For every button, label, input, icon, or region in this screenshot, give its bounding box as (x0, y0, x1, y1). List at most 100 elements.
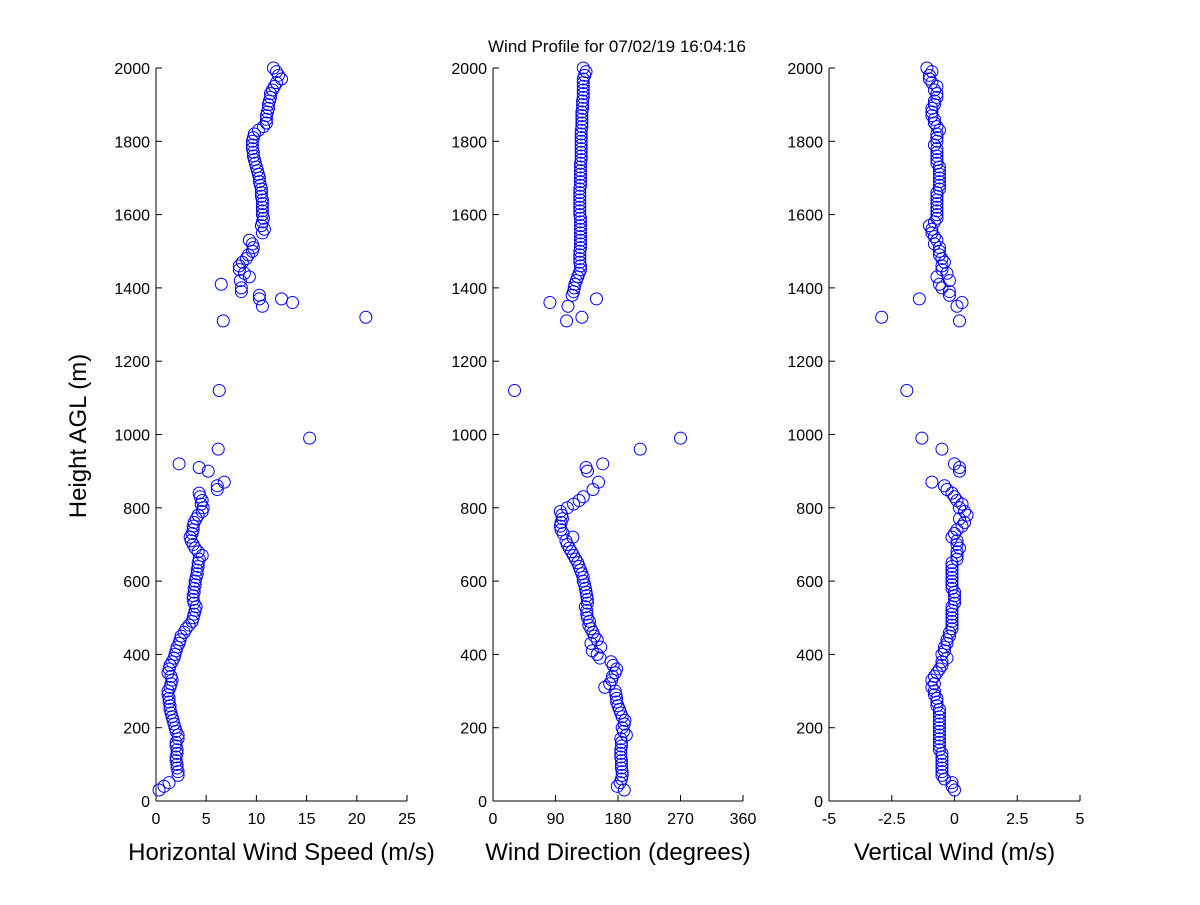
direction-data-point (580, 607, 594, 621)
direction-data-point (574, 145, 588, 159)
vertical-y-tick-label: 1600 (787, 208, 823, 225)
vertical-data-point (945, 574, 959, 588)
speed-data-point (252, 288, 266, 302)
vertical-data-point (932, 743, 946, 757)
speed-data-point (234, 281, 248, 295)
direction-data-point (614, 761, 628, 775)
direction-data-point (590, 647, 604, 661)
speed-data-point (266, 61, 280, 75)
vertical-y-tick-label: 1400 (787, 281, 823, 298)
direction-data-point (576, 83, 590, 97)
vertical-y-tick-label: 0 (814, 794, 823, 811)
speed-data-point (242, 233, 256, 247)
vertical-data-point (945, 618, 959, 632)
vertical-data-point (945, 622, 959, 636)
speed-data-point (217, 475, 231, 489)
direction-data-point (573, 204, 587, 218)
vertical-data-point (960, 508, 974, 522)
vertical-data-point (935, 765, 949, 779)
vertical-data-point (935, 761, 949, 775)
speed-data-point (245, 142, 259, 156)
vertical-data-point (948, 783, 961, 797)
speed-data-point (259, 116, 273, 130)
direction-data-point (573, 189, 587, 203)
direction-data-point (573, 208, 587, 222)
vertical-x-tick-label: 2.5 (1006, 811, 1028, 828)
direction-data-point (614, 750, 628, 764)
direction-data-point (619, 728, 633, 742)
direction-data-point (573, 197, 587, 211)
direction-data-point (594, 640, 608, 654)
vertical-data-point (932, 123, 946, 137)
speed-y-tick-label: 1000 (114, 428, 150, 445)
direction-data-point (615, 768, 629, 782)
vertical-data-point (932, 178, 946, 192)
vertical-data-point (937, 255, 951, 269)
direction-data-point (585, 644, 599, 658)
direction-data-point (575, 109, 589, 123)
direction-data-point (569, 552, 583, 566)
direction-data-point (633, 442, 647, 456)
vertical-data-point (932, 182, 946, 196)
vertical-data-point (945, 779, 959, 793)
direction-x-tick-label: 270 (667, 811, 694, 828)
speed-data-point (177, 625, 191, 639)
direction-data-point (605, 669, 619, 683)
speed-x-tick-label: 0 (152, 811, 161, 828)
speed-data-point (252, 175, 266, 189)
direction-data-point (614, 746, 628, 760)
y-axis-title: Height AGL (m) (65, 354, 92, 519)
speed-data-point (187, 585, 201, 599)
direction-data-point (576, 61, 590, 75)
vertical-data-point (875, 310, 889, 324)
vertical-data-point (942, 288, 956, 302)
vertical-y-tick-label: 400 (796, 647, 823, 664)
direction-data-point (615, 721, 629, 735)
vertical-y-tick-label: 1200 (787, 354, 823, 371)
vertical-data-point (930, 142, 944, 156)
vertical-y-tick-label: 800 (796, 501, 823, 518)
speed-data-point (254, 189, 268, 203)
speed-y-tick-label: 1800 (114, 134, 150, 151)
vertical-data-point (950, 545, 964, 559)
direction-x-tick-label: 180 (605, 811, 632, 828)
direction-data-point (610, 779, 624, 793)
speed-data-point (303, 431, 317, 445)
speed-data-point (263, 87, 277, 101)
speed-data-point (163, 702, 177, 716)
speed-data-point (162, 776, 176, 790)
vertical-data-point (932, 713, 946, 727)
direction-x-tick-label: 360 (730, 811, 757, 828)
direction-y-tick-label: 800 (460, 501, 487, 518)
speed-y-tick-label: 1600 (114, 208, 150, 225)
vertical-y-tick-label: 2000 (787, 61, 823, 78)
speed-data-point (192, 486, 206, 500)
vertical-data-point (955, 519, 969, 533)
direction-data-point (603, 677, 617, 691)
speed-data-point (187, 515, 201, 529)
direction-y-tick-label: 1600 (451, 208, 487, 225)
speed-data-point (172, 457, 186, 471)
vertical-data-point (948, 490, 961, 504)
direction-y-tick-label: 1200 (451, 354, 487, 371)
vertical-data-point (937, 479, 951, 493)
panel-vertical-wind: 0 200 400 600 800 1000 1200 1400 1600 1800 2000 -5 -… (787, 61, 1084, 866)
direction-y-tick-label: 2000 (451, 61, 487, 78)
direction-data-point (573, 200, 587, 214)
speed-data-point (245, 237, 259, 251)
speed-data-point (195, 548, 209, 562)
speed-data-point (255, 226, 269, 240)
vertical-data-point (945, 581, 959, 595)
vertical-data-point (932, 739, 946, 753)
speed-data-point (259, 112, 273, 126)
direction-data-point (576, 79, 590, 93)
direction-data-point (576, 101, 590, 115)
vertical-data-point (948, 596, 961, 610)
direction-data-point (575, 310, 589, 324)
vertical-x-tick-label: -2.5 (878, 811, 906, 828)
speed-data-point (186, 592, 200, 606)
speed-data-point (255, 197, 269, 211)
direction-data-point (574, 263, 587, 277)
